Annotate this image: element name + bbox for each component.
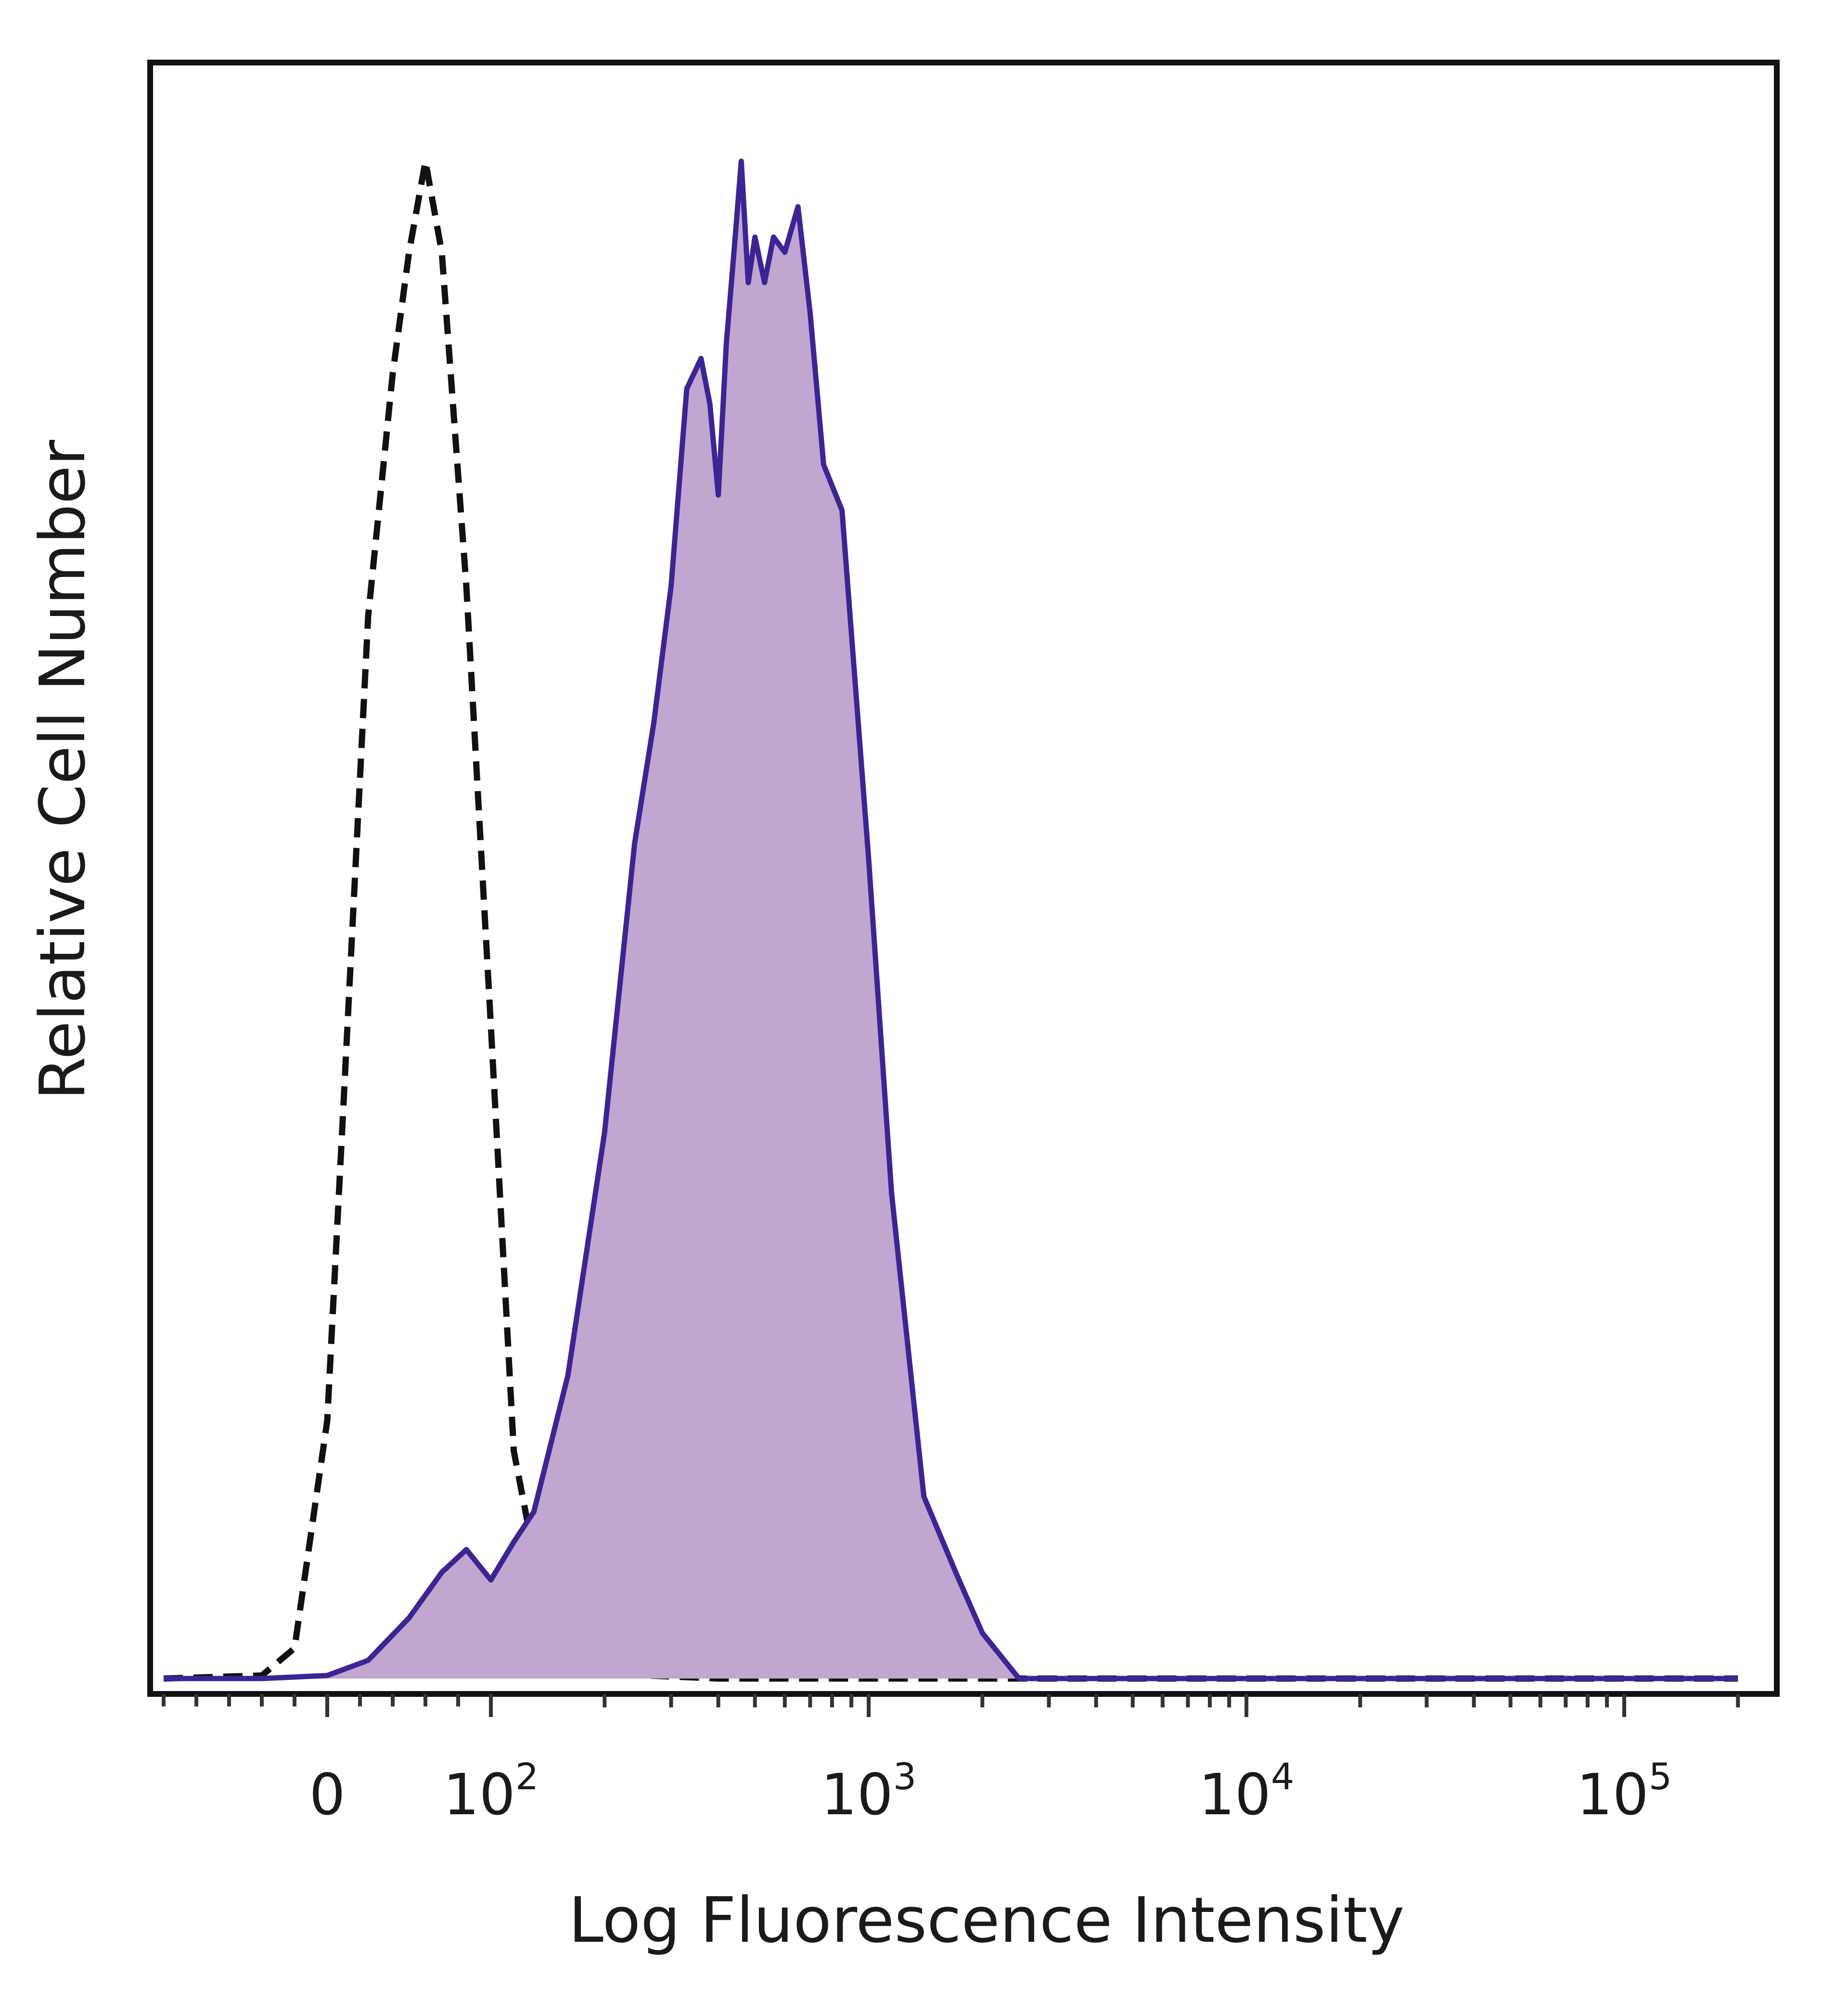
x-axis-title: Log Fluorescence Intensity: [568, 1884, 1404, 1957]
series-layer: [163, 158, 1738, 1682]
plot-frame: [147, 60, 1780, 1697]
series-0-line: [163, 158, 1738, 1682]
series-1-area: [164, 161, 1738, 1679]
series-1-line: [164, 158, 1738, 1681]
x-axis-tick-labels: 0 102 103 104 105: [309, 1755, 1672, 1828]
x-tick-label: 104: [1199, 1755, 1295, 1828]
x-tick-label: 102: [443, 1755, 539, 1828]
x-axis-ticks: [162, 1694, 1740, 1717]
y-axis-title: Relative Cell Number: [26, 439, 99, 1100]
x-tick-label: 103: [821, 1755, 917, 1828]
x-tick-label: 0: [309, 1761, 345, 1828]
x-tick-label: 105: [1577, 1755, 1672, 1828]
